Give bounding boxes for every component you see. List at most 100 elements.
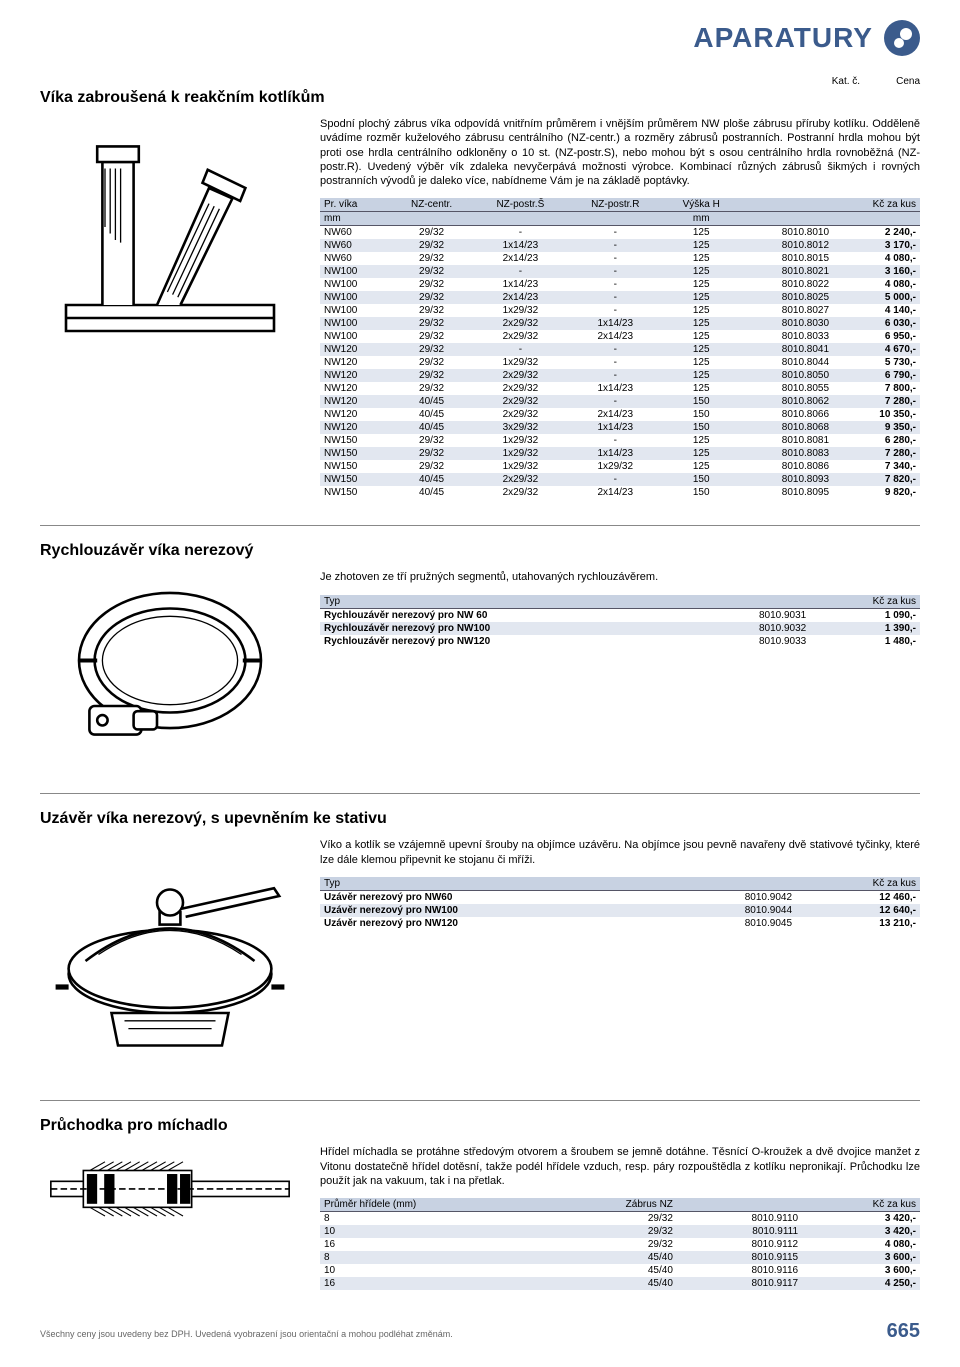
- cell: NW150: [320, 434, 390, 447]
- cell: 8010.9116: [677, 1264, 802, 1277]
- cell: 1x14/23: [568, 382, 663, 395]
- cell: -: [568, 369, 663, 382]
- cell: 29/32: [390, 460, 473, 473]
- cell: -: [568, 252, 663, 265]
- table-row: 1029/328010.91113 420,-: [320, 1225, 920, 1238]
- cell: 1x29/32: [473, 304, 567, 317]
- table-row: NW10029/321x29/32-1258010.80274 140,-: [320, 304, 920, 317]
- cell: 125: [663, 460, 740, 473]
- cell: Uzávěr nerezový pro NW120: [320, 917, 663, 930]
- cell: 29/32: [390, 356, 473, 369]
- section-title: Uzávěr víka nerezový, s upevněním ke sta…: [40, 810, 920, 828]
- cell: NW150: [320, 486, 390, 499]
- section-title: Víka zabroušená k reakčním kotlíkům: [40, 89, 920, 107]
- cell: -: [568, 226, 663, 240]
- cell: 2x29/32: [473, 317, 567, 330]
- cell: 10: [320, 1225, 550, 1238]
- cell: 125: [663, 343, 740, 356]
- cell: 8010.8086: [739, 460, 833, 473]
- divider: [40, 525, 920, 526]
- cell: 3 600,-: [802, 1251, 920, 1264]
- page-footer: Všechny ceny jsou uvedeny bez DPH. Uvede…: [40, 1316, 920, 1347]
- section-desc: Je zhotoven ze tří pružných segmentů, ut…: [320, 570, 920, 584]
- cell: 3 160,-: [833, 265, 920, 278]
- cell: 2x14/23: [568, 330, 663, 343]
- cell: 8010.8081: [739, 434, 833, 447]
- cell: 7 280,-: [833, 395, 920, 408]
- table-row: NW12040/453x29/321x14/231508010.80689 35…: [320, 421, 920, 434]
- cell: 1 390,-: [810, 622, 920, 635]
- table-row: NW10029/322x29/321x14/231258010.80306 03…: [320, 317, 920, 330]
- cell: 8010.8093: [739, 473, 833, 486]
- cell: 9 350,-: [833, 421, 920, 434]
- table-row: NW12040/452x29/32-1508010.80627 280,-: [320, 395, 920, 408]
- cell: 29/32: [390, 343, 473, 356]
- cell: 29/32: [550, 1225, 677, 1238]
- table-row: Uzávěr nerezový pro NW608010.904212 460,…: [320, 891, 920, 905]
- cell: 8010.9033: [692, 635, 810, 648]
- cell: 125: [663, 356, 740, 369]
- cell: 8010.8030: [739, 317, 833, 330]
- cell: NW150: [320, 447, 390, 460]
- divider: [40, 1100, 920, 1101]
- cell: NW100: [320, 278, 390, 291]
- cell: 8010.9112: [677, 1238, 802, 1251]
- cell: NW120: [320, 369, 390, 382]
- cell: 6 950,-: [833, 330, 920, 343]
- table-row: 1629/328010.91124 080,-: [320, 1238, 920, 1251]
- section-title: Rychlouzávěr víka nerezový: [40, 542, 920, 560]
- cell: 29/32: [550, 1212, 677, 1226]
- cell: 8010.8068: [739, 421, 833, 434]
- cell: 7 800,-: [833, 382, 920, 395]
- cell: NW60: [320, 252, 390, 265]
- table-row: NW6029/321x14/23-1258010.80123 170,-: [320, 239, 920, 252]
- cell: 125: [663, 317, 740, 330]
- cell: 29/32: [390, 239, 473, 252]
- cell: 16: [320, 1238, 550, 1251]
- col-typ: Typ: [320, 877, 663, 891]
- cell: 1x14/23: [473, 239, 567, 252]
- cell: 8: [320, 1212, 550, 1226]
- cell: 40/45: [390, 486, 473, 499]
- table-row: NW12040/452x29/322x14/231508010.806610 3…: [320, 408, 920, 421]
- cell: 40/45: [390, 408, 473, 421]
- cell: 2 240,-: [833, 226, 920, 240]
- cell: 1x29/32: [473, 460, 567, 473]
- illustration-rychlo: [40, 570, 300, 767]
- cell: 2x29/32: [473, 330, 567, 343]
- cell: 7 340,-: [833, 460, 920, 473]
- section-desc: Spodní plochý zábrus víka odpovídá vnitř…: [320, 117, 920, 188]
- cell: 8010.9042: [663, 891, 796, 905]
- cell: -: [568, 356, 663, 369]
- cell: 8010.8083: [739, 447, 833, 460]
- col-nzpostrs: NZ-postr.Š: [473, 198, 567, 212]
- top-meta-labels: Kat. č. Cena: [40, 76, 920, 87]
- cell: 2x29/32: [473, 408, 567, 421]
- cell: 29/32: [390, 265, 473, 278]
- col-prumer: Průměr hřídele (mm): [320, 1198, 550, 1212]
- page-number: 665: [887, 1320, 920, 1343]
- cell: 4 080,-: [833, 252, 920, 265]
- cell: -: [473, 343, 567, 356]
- cell: 125: [663, 447, 740, 460]
- cell: 150: [663, 421, 740, 434]
- unit-mm: mm: [320, 212, 390, 226]
- cell: 45/40: [550, 1264, 677, 1277]
- cell: 8010.9044: [663, 904, 796, 917]
- table-pruchodka: Průměr hřídele (mm) Zábrus NZ Kč za kus …: [320, 1198, 920, 1290]
- cell: 150: [663, 395, 740, 408]
- cell: 4 140,-: [833, 304, 920, 317]
- cell: 8010.8033: [739, 330, 833, 343]
- table-rychlo: Typ Kč za kus Rychlouzávěr nerezový pro …: [320, 595, 920, 648]
- cell: 10: [320, 1264, 550, 1277]
- footer-note: Všechny ceny jsou uvedeny bez DPH. Uvede…: [40, 1329, 453, 1339]
- cell: 1x29/32: [473, 434, 567, 447]
- cell: 8010.9110: [677, 1212, 802, 1226]
- cell: 29/32: [550, 1238, 677, 1251]
- cell: 29/32: [390, 278, 473, 291]
- cell: 8010.8095: [739, 486, 833, 499]
- cell: 150: [663, 473, 740, 486]
- cell: 125: [663, 265, 740, 278]
- cell: NW150: [320, 473, 390, 486]
- page-header: APARATURY: [40, 20, 920, 56]
